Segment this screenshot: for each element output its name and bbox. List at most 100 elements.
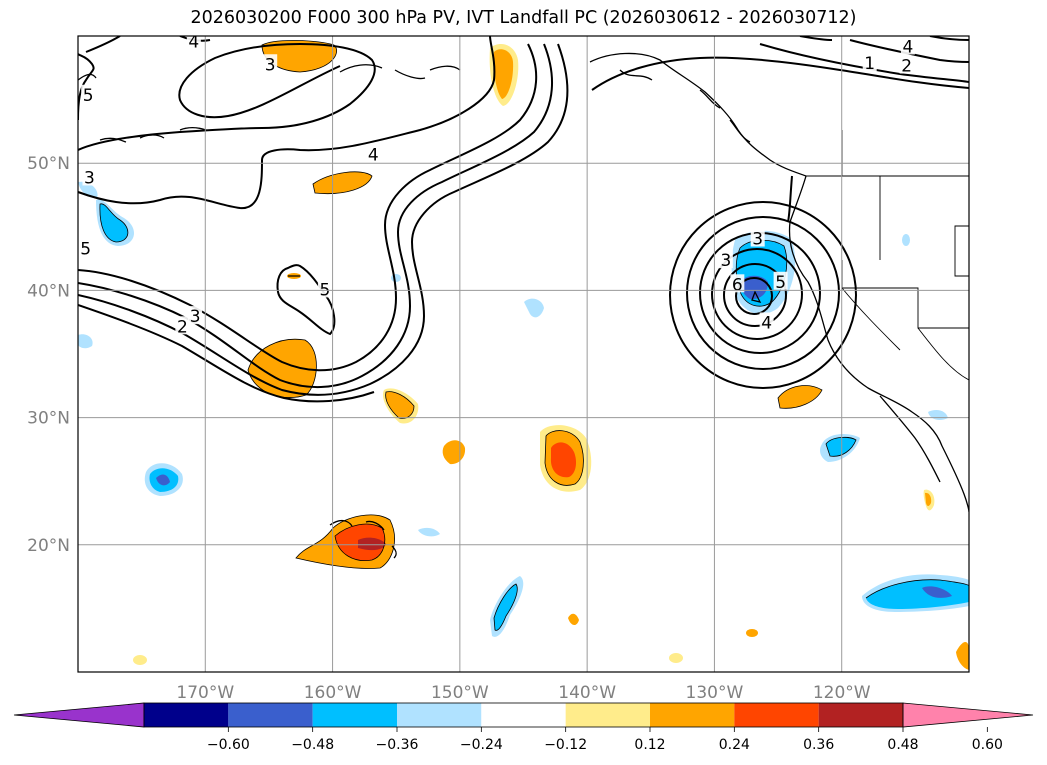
pv-contour-layer: [78, 36, 969, 403]
contour-label: 6: [732, 275, 743, 295]
coastline: [589, 52, 807, 177]
contour-label-bg: [81, 84, 96, 103]
negative-anomaly: [156, 474, 170, 486]
lon-tick-label: 170°W: [176, 683, 234, 703]
colorbar-tick-label: −0.48: [291, 737, 334, 753]
negative-anomaly: [99, 203, 128, 242]
pv-contour: [78, 43, 569, 396]
lon-tick-label: 160°W: [304, 683, 362, 703]
positive-anomaly: [568, 613, 579, 626]
contour-label: 4: [368, 146, 379, 166]
colorbar-segment: [818, 703, 903, 727]
pv-contour: [78, 43, 538, 372]
pv-contour: [686, 216, 840, 370]
colorbar-tick-label: −0.12: [544, 737, 587, 753]
pv-contour: [276, 264, 336, 336]
colorbar-frame: [143, 702, 904, 728]
negative-anomaly: [391, 274, 401, 282]
contour-label-bg: [82, 167, 97, 186]
pv-contour: [78, 36, 496, 210]
map-frame: [77, 35, 970, 673]
positive-anomaly: [313, 171, 372, 194]
contour-label-bg: [759, 312, 774, 331]
colorbar-tick-label: −0.60: [207, 737, 250, 753]
negative-anomaly: [826, 437, 856, 457]
colorbar-segment: [650, 703, 735, 727]
negative-anomaly: [902, 234, 910, 246]
coastline-layer: [78, 52, 969, 559]
colorbar-tick-label: 0.60: [972, 737, 1003, 753]
negative-anomaly: [418, 527, 440, 537]
colorbar-segment: [734, 703, 819, 727]
colorbar-segment: [228, 703, 313, 727]
negative-anomaly: [78, 181, 98, 198]
contour-label-bg: [317, 279, 332, 298]
map-title: 2026030200 F000 300 hPa PV, IVT Landfall…: [190, 8, 857, 28]
contour-label: 2: [901, 57, 912, 77]
coastline: [288, 275, 762, 303]
positive-anomaly: [956, 641, 969, 670]
contour-label-bg: [263, 54, 278, 73]
pv-contour: [669, 201, 857, 389]
lat-tick-label: 30°N: [27, 409, 70, 429]
positive-anomaly: [133, 655, 147, 665]
graticule: [78, 36, 969, 672]
lon-tick-label: 150°W: [431, 683, 489, 703]
colorbar-segment: [397, 703, 482, 727]
border: [841, 287, 969, 381]
positive-anomaly: [550, 442, 577, 478]
negative-anomaly: [78, 334, 93, 349]
contour-label: 5: [83, 86, 94, 106]
contour-label-bg: [78, 238, 93, 257]
contour-label-bg: [899, 55, 914, 74]
contour-label-bg: [730, 274, 745, 293]
lon-tick-label: 120°W: [813, 683, 871, 703]
contour-label: 3: [752, 230, 763, 250]
contour-label: 4: [188, 32, 199, 52]
colorbar: −0.60 −0.48 −0.36 −0.24 −0.12 0.12 0.24 0.36 0.4…: [13, 702, 1034, 753]
pv-contour: [849, 39, 969, 63]
positive-anomaly: [358, 537, 386, 551]
contour-label-bg: [862, 52, 877, 71]
contour-label-bg: [175, 316, 190, 335]
colorbar-segment: [312, 703, 397, 727]
pv-contour: [711, 248, 803, 340]
colorbar-segment: [144, 703, 229, 727]
contour-label-bg: [900, 36, 915, 55]
contour-label: 3: [84, 168, 95, 188]
pv-contour: [78, 304, 375, 403]
negative-anomaly: [741, 275, 768, 300]
pv-contour: [591, 56, 969, 91]
contour-label: 4: [761, 313, 772, 333]
contour-label: 5: [80, 240, 91, 260]
pv-contour: [723, 263, 787, 327]
colorbar-extend-low: [13, 702, 145, 728]
negative-anomaly: [494, 584, 518, 631]
coastline: [879, 395, 941, 483]
pv-contour: [735, 277, 773, 315]
contour-label: 1: [864, 54, 875, 74]
coastline: [788, 175, 969, 513]
pv-contour: [759, 43, 969, 83]
colorbar-tick-label: 0.12: [634, 737, 665, 753]
contour-label-bg: [773, 271, 788, 290]
lat-tick-label: 40°N: [27, 281, 70, 301]
colorbar-segment: [481, 703, 566, 727]
colorbar-tick-label: 0.36: [803, 737, 834, 753]
contour-label-bg: [186, 36, 201, 50]
contour-label: 5: [775, 273, 786, 293]
positive-anomaly: [669, 653, 683, 663]
colorbar-tick-label: −0.24: [460, 737, 503, 753]
positive-anomaly: [385, 391, 414, 419]
negative-anomaly: [866, 579, 969, 609]
coastline: [78, 73, 97, 81]
pv-contour: [78, 42, 376, 151]
contour-label: 3: [265, 55, 276, 75]
axis-labels: 170°W 160°W 150°W 140°W 130°W 120°W 20°N 30°N 40…: [27, 154, 871, 703]
contour-label-bg: [718, 250, 733, 269]
positive-anomaly: [778, 385, 822, 409]
colorbar-tick-label: 0.24: [719, 737, 750, 753]
negative-anomaly: [524, 298, 544, 318]
